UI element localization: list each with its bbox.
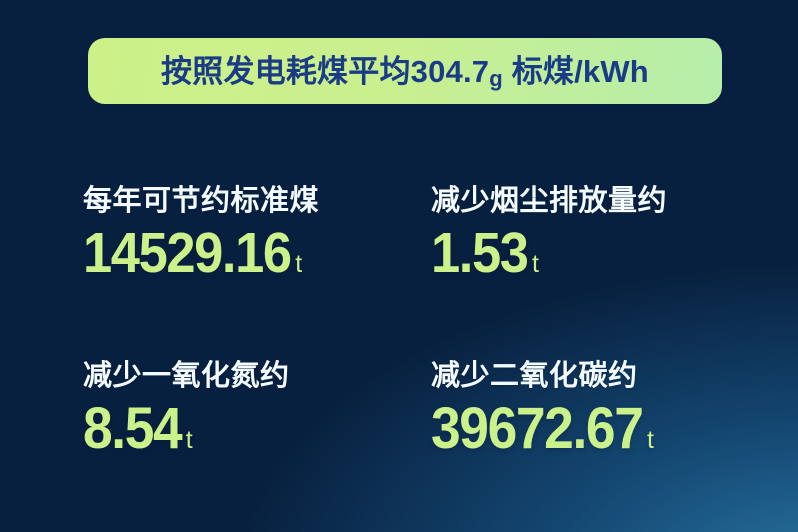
- stat-nitric-oxide-reduced: 减少一氧化氮约 8.54 t: [83, 359, 431, 459]
- stat-nitric-oxide-reduced-unit: t: [185, 426, 193, 454]
- stat-carbon-dioxide-reduced-value: 39672.67 t: [431, 399, 718, 458]
- headline-prefix: 按照发电耗煤平均304.7: [161, 53, 490, 89]
- stat-dust-reduced-unit: t: [531, 250, 539, 279]
- stat-carbon-dioxide-reduced-unit: t: [646, 426, 654, 454]
- stat-dust-reduced-number: 1.53: [431, 221, 529, 286]
- stat-coal-saved: 每年可节约标准煤 14529.16 t: [83, 186, 431, 283]
- stat-carbon-dioxide-reduced-label: 减少二氧化碳约: [431, 359, 638, 392]
- headline-banner: 按照发电耗煤平均304.7g 标煤/kWh: [88, 38, 722, 104]
- statistics-row-bottom: 减少一氧化氮约 8.54 t 减少二氧化碳约 39672.67 t: [83, 359, 743, 459]
- stat-coal-saved-value: 14529.16 t: [83, 224, 403, 282]
- stat-carbon-dioxide-reduced: 减少二氧化碳约 39672.67 t: [431, 359, 743, 459]
- stat-nitric-oxide-reduced-label: 减少一氧化氮约: [83, 359, 290, 392]
- stat-coal-saved-label: 每年可节约标准煤: [83, 185, 320, 217]
- headline-banner-text: 按照发电耗煤平均304.7g 标煤/kWh: [161, 53, 649, 90]
- stat-coal-saved-number: 14529.16: [83, 221, 292, 286]
- headline-suffix: 标煤/kWh: [502, 53, 649, 89]
- headline-unit-gram: g: [489, 65, 503, 91]
- stat-dust-reduced: 减少烟尘排放量约 1.53 t: [431, 186, 743, 283]
- statistics-grid: 每年可节约标准煤 14529.16 t 减少烟尘排放量约 1.53 t 减少一氧化氮…: [83, 186, 743, 459]
- stat-nitric-oxide-reduced-number: 8.54: [83, 396, 183, 461]
- stat-carbon-dioxide-reduced-number: 39672.67: [431, 396, 644, 461]
- stat-dust-reduced-label: 减少烟尘排放量约: [431, 185, 668, 217]
- stat-coal-saved-unit: t: [295, 250, 302, 279]
- stat-nitric-oxide-reduced-value: 8.54 t: [83, 399, 403, 458]
- statistics-row-top: 每年可节约标准煤 14529.16 t 减少烟尘排放量约 1.53 t: [83, 186, 743, 283]
- stat-dust-reduced-value: 1.53 t: [431, 224, 718, 282]
